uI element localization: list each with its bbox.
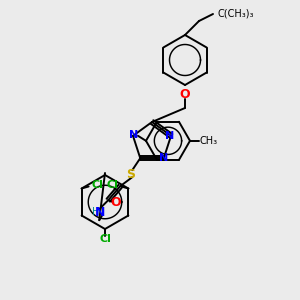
Text: Cl: Cl bbox=[106, 181, 119, 190]
Text: C(CH₃)₃: C(CH₃)₃ bbox=[217, 8, 254, 18]
Text: Cl: Cl bbox=[99, 234, 111, 244]
Text: N: N bbox=[129, 130, 139, 140]
Text: S: S bbox=[126, 168, 135, 181]
Text: CH₃: CH₃ bbox=[200, 136, 218, 146]
Text: Cl: Cl bbox=[92, 181, 104, 190]
Text: O: O bbox=[180, 88, 190, 100]
Text: N: N bbox=[95, 206, 105, 219]
Text: O: O bbox=[110, 196, 121, 209]
Text: N: N bbox=[159, 153, 168, 163]
Text: H: H bbox=[92, 207, 99, 217]
Text: N: N bbox=[165, 131, 175, 141]
